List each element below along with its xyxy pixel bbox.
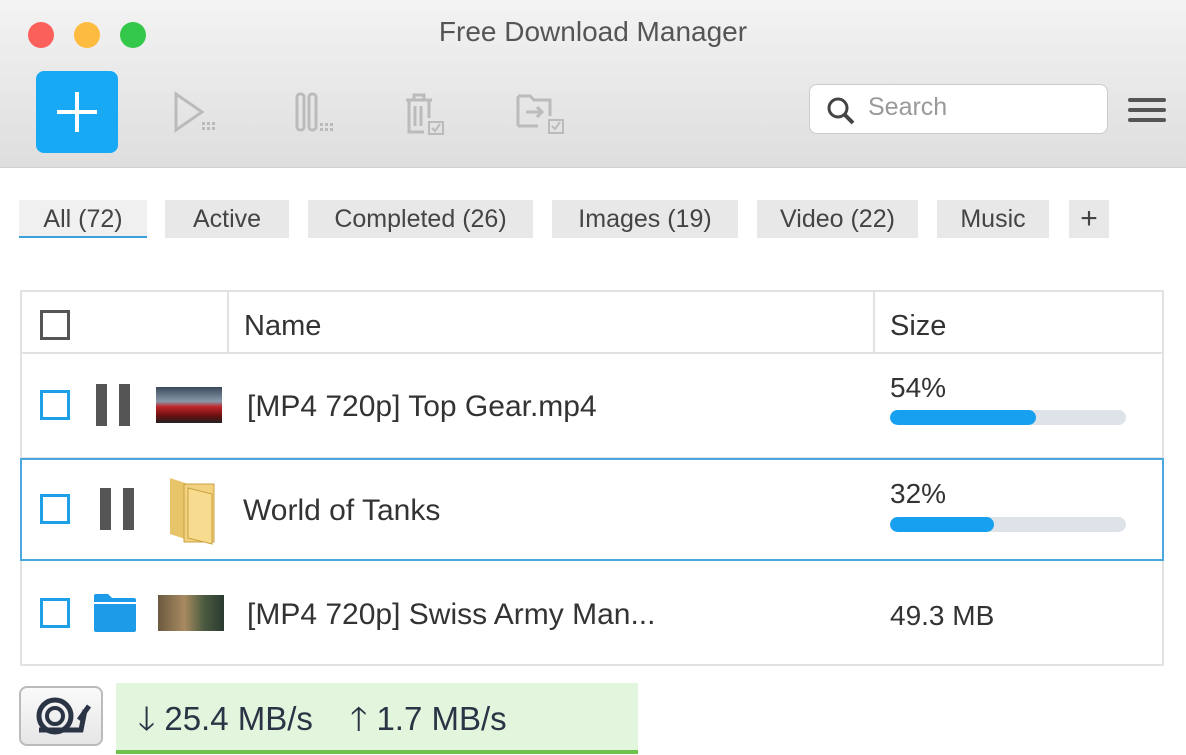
tab-all[interactable]: All (72) [19,200,147,238]
add-download-button[interactable] [36,71,118,153]
upload-arrow-icon: 🡑 [350,700,368,737]
search-icon [827,97,855,125]
close-button[interactable] [28,22,54,48]
download-speed: 25.4 MB/s [164,700,313,737]
move-folder-icon[interactable] [514,90,570,138]
upload-speed: 1.7 MB/s [376,700,507,737]
video-thumbnail [158,595,224,631]
table-row-selected[interactable]: World of Tanks 32% [20,458,1164,561]
column-name[interactable]: Name [244,310,322,342]
select-all-checkbox[interactable] [40,310,70,340]
pause-icon[interactable] [100,488,134,530]
table-header: Name Size [22,292,1162,354]
title-toolbar: Free Download Manager [0,0,1186,168]
file-name: [MP4 720p] Top Gear.mp4 [247,390,597,423]
menu-icon[interactable] [1128,98,1166,124]
pause-all-icon[interactable] [293,90,343,138]
snail-icon [36,697,91,735]
row-checkbox[interactable] [40,494,70,524]
file-size: 49.3 MB [890,600,995,631]
video-thumbnail [156,387,222,423]
file-name: [MP4 720p] Swiss Army Man... [247,598,656,631]
speed-status: 🡓 25.4 MB/s 🡑 1.7 MB/s [116,683,638,754]
tab-images[interactable]: Images (19) [552,200,738,238]
play-icon[interactable] [170,90,220,138]
search-input[interactable] [868,93,1088,122]
pause-icon[interactable] [96,384,130,426]
folder-icon [170,478,215,545]
tab-music[interactable]: Music [937,200,1049,238]
row-checkbox[interactable] [40,390,70,420]
progress-text: 54% [890,372,947,403]
progress-bar [890,517,1126,532]
column-size[interactable]: Size [890,310,947,342]
table-row[interactable]: [MP4 720p] Swiss Army Man... 49.3 MB [22,562,1162,666]
downloads-table: Name Size [MP4 720p] Top Gear.mp4 54% Wo… [20,290,1164,666]
open-folder-icon[interactable] [92,592,138,634]
add-tab-button[interactable]: + [1069,200,1109,238]
row-checkbox[interactable] [40,598,70,628]
search-field[interactable] [809,84,1108,134]
file-name: World of Tanks [243,494,441,527]
minimize-button[interactable] [74,22,100,48]
window-title: Free Download Manager [438,16,748,47]
download-arrow-icon: 🡓 [138,700,156,737]
tab-completed[interactable]: Completed (26) [308,200,533,238]
progress-text: 32% [890,478,947,509]
zoom-button[interactable] [120,22,146,48]
tab-active[interactable]: Active [165,200,289,238]
tab-video[interactable]: Video (22) [757,200,918,238]
speed-limit-button[interactable] [19,686,103,746]
progress-bar [890,410,1126,425]
table-row[interactable]: [MP4 720p] Top Gear.mp4 54% [22,354,1162,459]
trash-icon[interactable] [402,90,452,138]
